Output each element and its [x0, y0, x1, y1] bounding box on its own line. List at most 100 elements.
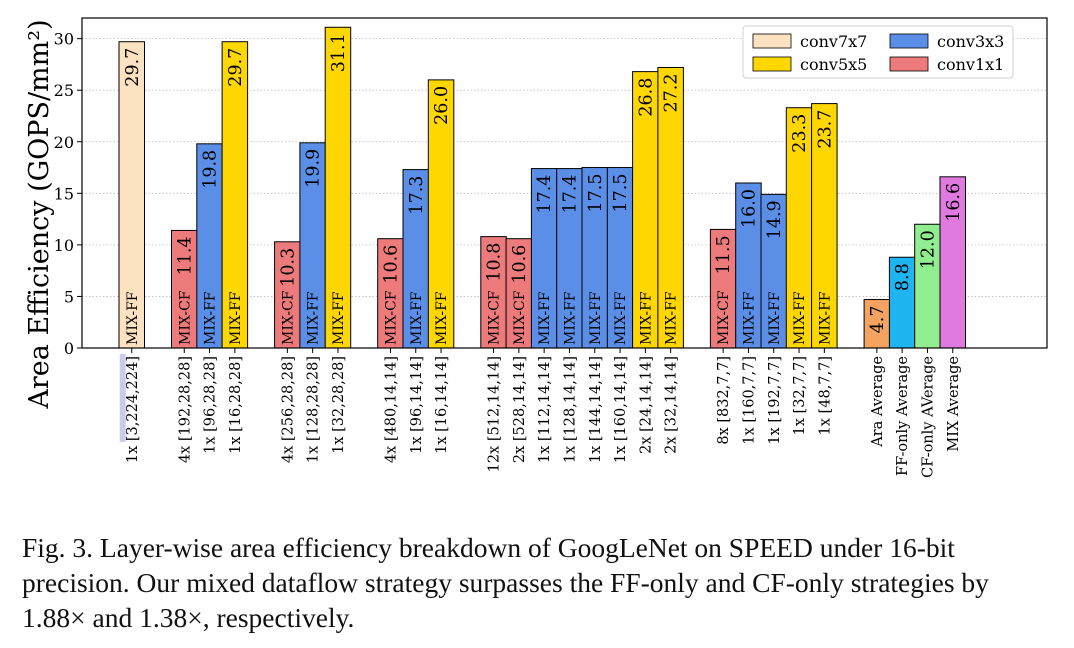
bar-value-label: 31.1: [329, 33, 349, 72]
bar-value-label: 17.5: [586, 174, 606, 213]
legend-label: conv5x5: [800, 55, 867, 74]
x-tick-label: 1x [32,7,7]: [792, 356, 808, 435]
x-tick-label: 2x [24,14,14]: [638, 356, 654, 454]
x-tick-label: 1x [96,28,28]: [203, 356, 219, 454]
bar: [632, 71, 659, 349]
bar-value-label: 10.6: [381, 245, 401, 284]
bar-strategy-label: MIX-FF: [613, 291, 629, 345]
bar: [914, 223, 941, 349]
bars: 29.7 MIX-FF 11.4 MIX-CF 19.8 MIX-FF 29.7 MIX-FF…: [118, 26, 966, 349]
x-tick-label: 4x [192,28,28]: [177, 356, 193, 463]
bar-value-label: 12.0: [918, 230, 938, 269]
legend-box: [742, 25, 1014, 79]
bar-value-label: 11.5: [714, 235, 734, 274]
y-tick-label: 10: [54, 236, 74, 255]
legend-swatch: [889, 56, 929, 72]
x-tick-label: 1x [112,14,14]: [537, 356, 553, 463]
x-tick-label: MIX Average: [946, 356, 962, 452]
y-tick-label: 5: [64, 287, 74, 306]
bar-value-label: 26.0: [432, 86, 452, 125]
bar-strategy-label: MIX-FF: [562, 291, 578, 345]
bar-value-label: 10.3: [278, 248, 298, 287]
bar: [863, 299, 891, 349]
bar-value-label: 27.2: [662, 74, 682, 113]
bar: [939, 176, 966, 349]
plot-frame: [81, 17, 1048, 349]
x-tick-label: 4x [256,28,28]: [280, 356, 296, 463]
bar-chart: 29.7 MIX-FF 11.4 MIX-CF 19.8 MIX-FF 29.7 MIX-FF…: [24, 17, 1048, 478]
x-tick-labels: 1x [3,224,224] 4x [192,28,28] 1x [96,28,28…: [119, 354, 962, 478]
x-tick-label: FF-only Average: [895, 356, 911, 476]
x-tick-label: 1x [16,28,28]: [228, 356, 244, 454]
x-tick-label: 4x [480,14,14]: [383, 356, 399, 463]
x-tick-label: Ara Average: [870, 356, 886, 448]
bar-value-label: 14.9: [765, 200, 785, 239]
bar-value-label: 19.9: [304, 149, 324, 188]
axes: 0 5 10 15 20 25 30: [54, 17, 1048, 358]
bar-value-label: 10.8: [485, 243, 505, 282]
bar-value-label: 26.8: [636, 78, 656, 117]
bar-value-label: 17.4: [560, 175, 580, 214]
y-axis-title: Area Efficiency (GOPS/mm²): [24, 19, 55, 409]
x-tick-label: 1x [160,14,14]: [613, 356, 629, 463]
x-tick-highlight: [119, 354, 126, 442]
bar-strategy-label: MIX-CF: [177, 290, 193, 345]
bar: [377, 238, 404, 349]
bar: [480, 236, 507, 349]
bar: [221, 41, 249, 349]
bar-strategy-label: MIX-FF: [203, 291, 219, 345]
y-tick-label: 0: [64, 339, 74, 358]
bar-value-label: 29.7: [226, 48, 246, 87]
bar-value-label: 11.4: [175, 236, 195, 275]
bar: [735, 182, 762, 349]
legend-label: conv3x3: [937, 32, 1004, 51]
x-tick-label: 1x [144,14,14]: [588, 356, 604, 463]
bar-value-label: 23.3: [790, 114, 810, 153]
bar-value-label: 16.6: [944, 183, 964, 222]
x-tick-label: CF-only AVerage: [920, 356, 936, 478]
bar-value-label: 10.6: [510, 245, 530, 284]
bar-value-label: 8.8: [893, 263, 913, 291]
legend-label: conv1x1: [937, 55, 1004, 74]
x-tick-label: 2x [32,14,14]: [664, 356, 680, 454]
x-tick-label: 12x [512,14,14]: [487, 356, 503, 472]
bar-value-label: 17.3: [407, 176, 427, 215]
legend-swatch: [752, 56, 792, 72]
bar-value-label: 4.7: [868, 306, 888, 334]
bar-strategy-label: MIX-CF: [383, 290, 399, 345]
y-tick-label: 15: [54, 184, 74, 203]
figure-caption: Fig. 3. Layer-wise area efficiency break…: [22, 532, 989, 633]
bar-strategy-label: MIX-FF: [331, 291, 347, 345]
bar-value-label: 29.7: [123, 48, 143, 87]
bar: [505, 238, 533, 349]
bar-value-label: 23.7: [815, 110, 835, 149]
bar-strategy-label: MIX-FF: [409, 291, 425, 345]
legend-swatch: [889, 33, 929, 49]
bar-strategy-label: MIX-FF: [306, 291, 322, 345]
x-tick-label: 1x [192,7,7]: [767, 356, 783, 445]
bar-strategy-label: MIX-FF: [588, 291, 604, 345]
y-tick-label: 30: [54, 30, 74, 49]
x-tick-label: 1x [96,14,14]: [409, 356, 425, 454]
bar-value-label: 19.8: [201, 150, 221, 189]
x-tick-label: 8x [832,7,7]: [716, 356, 732, 445]
bar: [760, 193, 787, 349]
x-tick-label: 1x [128,14,14]: [562, 356, 578, 463]
bar-strategy-label: MIX-FF: [741, 291, 757, 345]
bar: [657, 67, 684, 349]
x-tick-label: 2x [528,14,14]: [512, 356, 528, 463]
legend: conv7x7 conv3x3 conv5x5 conv1x1: [742, 25, 1014, 79]
bar-strategy-label: MIX-FF: [638, 291, 654, 345]
bar-strategy-label: MIX-FF: [767, 291, 783, 345]
x-tick-label: 1x [32,28,28]: [331, 356, 347, 454]
bar-strategy-label: MIX-FF: [664, 291, 680, 345]
bar: [324, 26, 352, 349]
bar-strategy-label: MIX-FF: [125, 291, 141, 345]
bar-strategy-label: MIX-FF: [817, 291, 833, 345]
x-tick-label: 1x [3,224,224]: [125, 356, 141, 463]
bar: [196, 143, 223, 349]
x-tick-label: 1x [16,14,14]: [434, 356, 450, 454]
y-tick-label: 25: [54, 81, 74, 100]
bar: [118, 41, 145, 349]
bar-value-label: 17.4: [535, 175, 555, 214]
